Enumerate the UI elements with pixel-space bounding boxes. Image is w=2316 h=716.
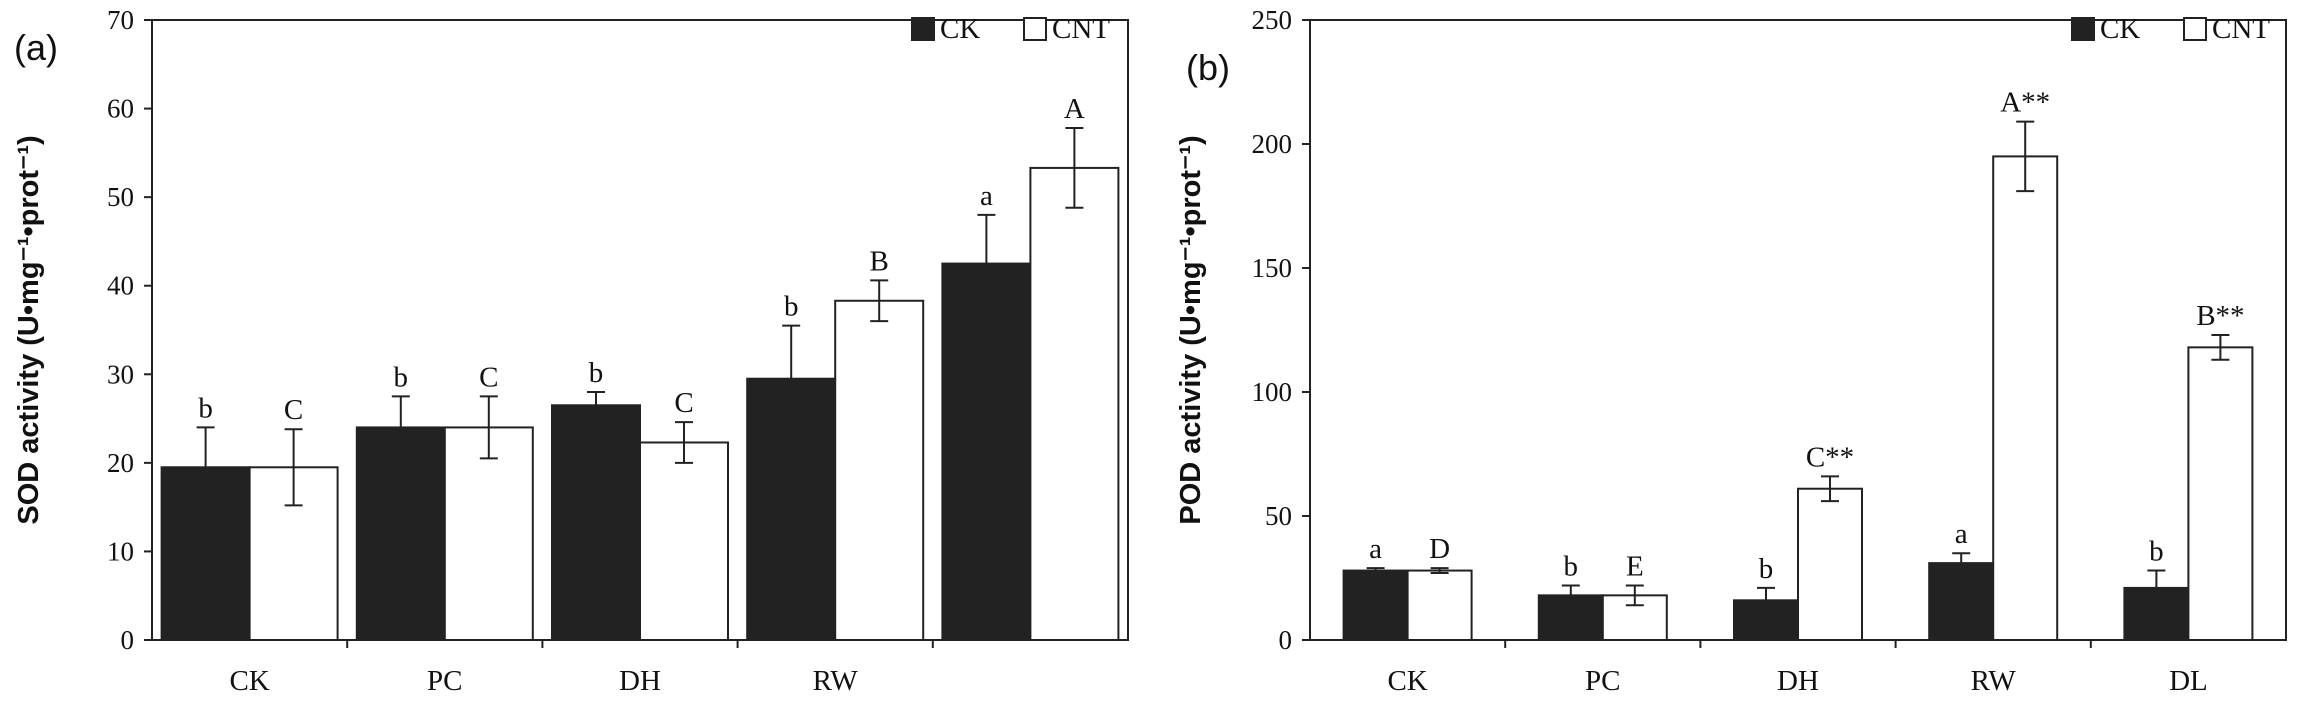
significance-label: B** <box>2196 300 2244 332</box>
bar-cnt-dl <box>2187 346 2254 641</box>
x-category-label: DL <box>2169 665 2208 697</box>
significance-label: b <box>198 392 213 424</box>
significance-label: b <box>1564 550 1579 582</box>
legend-label-ck: CK <box>940 13 980 45</box>
y-tick-label: 20 <box>107 448 134 478</box>
bar-cnt-dh <box>1797 487 1863 641</box>
legend-swatch-ck <box>2071 17 2095 41</box>
y-tick-label: 10 <box>107 536 134 566</box>
bar-cnt-ck <box>1406 569 1473 641</box>
y-tick-label: 40 <box>107 271 134 301</box>
significance-label: b <box>394 361 409 393</box>
y-tick-label: 0 <box>121 625 135 655</box>
significance-label: a <box>1955 518 1968 550</box>
panel-label: (a) <box>14 27 58 68</box>
significance-label: a <box>1369 533 1382 565</box>
significance-label: B <box>870 245 889 277</box>
y-tick-label: 0 <box>1279 625 1293 655</box>
significance-label: b <box>589 357 604 389</box>
legend-label-cnt: CNT <box>1052 13 1110 45</box>
pod-chart-panel: 0 50 100 150 200 250 POD activity (U•mg⁻¹•prot… <box>1160 0 2316 716</box>
sod-activity-chart: 0 10 20 30 40 50 60 70 SOD activity (U•mg⁻¹•prot… <box>13 5 1129 697</box>
significance-label: b <box>1759 553 1774 585</box>
x-category-label: DH <box>1777 665 1819 697</box>
legend-swatch-cnt <box>1023 17 1047 41</box>
legend-swatch-ck <box>911 17 935 41</box>
bar-cnt-pc <box>443 426 534 641</box>
y-tick-label: 50 <box>1265 501 1292 531</box>
legend-label-ck: CK <box>2100 13 2140 45</box>
significance-label: b <box>2149 536 2164 568</box>
significance-label: D <box>1429 533 1450 565</box>
legend-swatch-cnt <box>2183 17 2207 41</box>
legend-label-cnt: CNT <box>2212 13 2270 45</box>
bar-cnt-rw <box>834 299 925 641</box>
y-tick-label: 50 <box>107 182 134 212</box>
y-tick-label: 70 <box>107 5 134 35</box>
y-tick-label: 100 <box>1252 377 1293 407</box>
sod-chart-panel: 0 10 20 30 40 50 60 70 SOD activity (U•mg⁻¹•prot… <box>13 5 1129 697</box>
x-category-label: CK <box>229 665 269 697</box>
x-category-label: RW <box>813 665 859 697</box>
y-tick-label: 30 <box>107 359 134 389</box>
y-axis-label: POD activity (U•mg⁻¹•prot⁻¹) <box>1175 135 1207 524</box>
bar-ck-dh <box>551 404 641 641</box>
x-category-label: PC <box>427 665 462 697</box>
significance-label: C <box>479 361 498 393</box>
significance-label: C <box>674 387 693 419</box>
significance-label: a <box>980 180 993 212</box>
x-category-label: DH <box>619 665 661 697</box>
bar-cnt-cat4 <box>1029 166 1120 642</box>
pod-activity-chart: 0 50 100 150 200 250 POD activity (U•mg⁻¹•prot… <box>1175 5 2287 697</box>
y-tick-label: 150 <box>1252 253 1293 283</box>
bar-ck-cat4 <box>941 262 1032 641</box>
y-axis-label: SOD activity (U•mg⁻¹•prot⁻¹) <box>13 135 45 524</box>
significance-label: C <box>284 394 303 426</box>
significance-label: A <box>1064 93 1085 125</box>
bar-ck-ck <box>1342 569 1409 641</box>
significance-label: A** <box>2000 87 2050 119</box>
significance-label: C** <box>1806 441 1854 473</box>
significance-label: E <box>1626 550 1644 582</box>
panel-label: (b) <box>1186 47 1230 88</box>
y-tick-label: 250 <box>1252 5 1293 35</box>
significance-label: b <box>784 291 799 323</box>
x-category-label: PC <box>1585 665 1620 697</box>
y-tick-label: 60 <box>107 94 134 124</box>
bar-cnt-dh <box>639 441 729 641</box>
x-category-label: CK <box>1387 665 1427 697</box>
bar-cnt-rw <box>1992 155 2059 641</box>
bar-ck-ck <box>160 466 251 641</box>
x-category-label: RW <box>1971 665 2017 697</box>
y-tick-label: 200 <box>1252 129 1293 159</box>
bar-ck-rw <box>1928 562 1995 641</box>
